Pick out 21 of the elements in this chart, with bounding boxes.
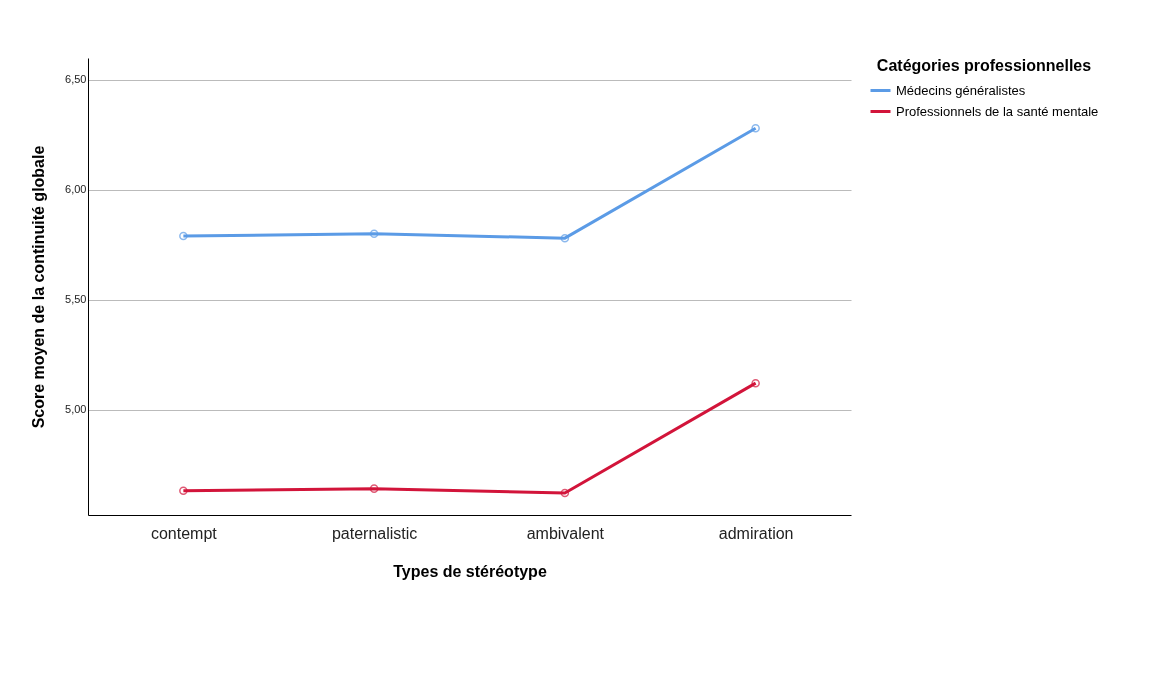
point (179, 486, 188, 496)
x-tick-label: contempt (150, 524, 218, 542)
y-tick-label: 5,50 (65, 293, 87, 306)
point (369, 229, 379, 239)
y-axis-title: Score moyen de la continuité globale (30, 145, 48, 429)
point (560, 233, 570, 243)
x-tick-label: admiration (718, 524, 794, 542)
point (560, 488, 570, 498)
legend-label: Médecins généralistes (896, 82, 1026, 98)
y-tick-label: 6,00 (65, 183, 87, 196)
point (179, 231, 188, 241)
y-tick-label: 5,00 (65, 403, 87, 416)
x-axis-title: Types de stéréotype (393, 562, 547, 580)
legend-title: Catégories professionnelles (876, 57, 1092, 74)
point (751, 378, 760, 388)
point (369, 484, 379, 493)
legend-label: Professionnels de la santé mentale (896, 103, 1099, 119)
x-tick-label: ambivalent (526, 524, 605, 542)
point (751, 124, 760, 133)
x-tick-label: paternalistic (331, 524, 418, 542)
y-tick-label: 6,50 (65, 73, 87, 86)
